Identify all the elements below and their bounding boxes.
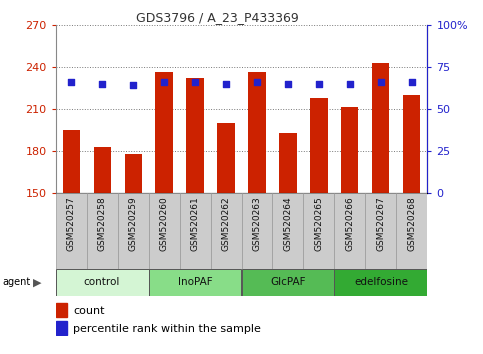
Bar [156, 73, 172, 193]
Bar [211, 193, 242, 269]
Point [315, 81, 323, 86]
Point [191, 79, 199, 85]
Text: GSM520263: GSM520263 [253, 196, 261, 251]
Point [377, 79, 385, 85]
Bar [94, 147, 111, 193]
Text: GSM520268: GSM520268 [408, 196, 416, 251]
Bar [242, 269, 334, 296]
Point [408, 79, 416, 85]
Text: agent: agent [2, 277, 30, 287]
Point [98, 81, 106, 86]
Bar [272, 193, 303, 269]
Bar [56, 303, 67, 317]
Bar [397, 193, 427, 269]
Bar [56, 193, 86, 269]
Text: GSM520260: GSM520260 [159, 196, 169, 251]
Text: InoPAF: InoPAF [178, 277, 213, 287]
Text: GlcPAF: GlcPAF [270, 277, 306, 287]
Text: GSM520265: GSM520265 [314, 196, 324, 251]
Text: GSM520258: GSM520258 [98, 196, 107, 251]
Point [346, 81, 354, 86]
Text: GSM520264: GSM520264 [284, 196, 293, 251]
Text: GSM520267: GSM520267 [376, 196, 385, 251]
Point [160, 79, 168, 85]
Bar [149, 193, 180, 269]
Text: ▶: ▶ [33, 277, 42, 287]
Bar [403, 95, 421, 193]
Text: GSM520261: GSM520261 [190, 196, 199, 251]
Text: GDS3796 / A_23_P433369: GDS3796 / A_23_P433369 [136, 11, 298, 24]
Text: GSM520266: GSM520266 [345, 196, 355, 251]
Bar [56, 321, 67, 335]
Bar [334, 193, 366, 269]
Text: edelfosine: edelfosine [354, 277, 408, 287]
Bar [341, 108, 358, 193]
Bar [186, 78, 203, 193]
Bar [217, 123, 235, 193]
Bar [372, 63, 389, 193]
Bar [311, 98, 327, 193]
Bar [334, 269, 427, 296]
Bar [242, 193, 272, 269]
Bar [303, 193, 334, 269]
Point [67, 79, 75, 85]
Bar [149, 269, 242, 296]
Bar [56, 269, 149, 296]
Bar [180, 193, 211, 269]
Bar [366, 193, 397, 269]
Bar [125, 154, 142, 193]
Text: GSM520257: GSM520257 [67, 196, 75, 251]
Bar [62, 130, 80, 193]
Text: GSM520262: GSM520262 [222, 196, 230, 251]
Point [222, 81, 230, 86]
Point [253, 79, 261, 85]
Bar [117, 193, 149, 269]
Text: percentile rank within the sample: percentile rank within the sample [73, 324, 261, 333]
Bar [248, 73, 266, 193]
Point [284, 81, 292, 86]
Point [129, 82, 137, 88]
Bar [86, 193, 117, 269]
Text: GSM520259: GSM520259 [128, 196, 138, 251]
Text: count: count [73, 306, 104, 316]
Text: control: control [84, 277, 120, 287]
Bar [280, 133, 297, 193]
